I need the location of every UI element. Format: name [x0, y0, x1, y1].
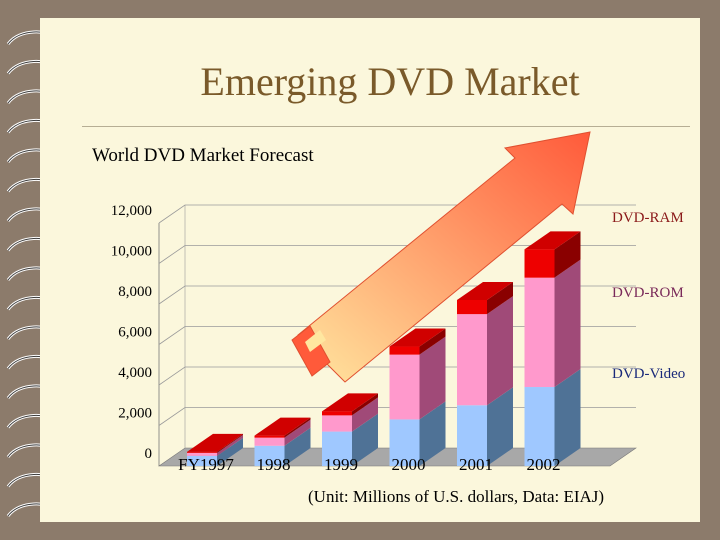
bar-segment [524, 259, 581, 388]
bar-segment [322, 397, 378, 432]
x-tick-label: FY1997 [178, 455, 234, 474]
legend-label: DVD-RAM [612, 210, 684, 226]
y-tick-label: 10,000 [111, 244, 152, 260]
bar-segment [389, 401, 446, 466]
bar-segment [389, 336, 446, 420]
bar-segment [457, 387, 513, 466]
bar-segment [187, 437, 243, 466]
y-tick-label: 8,000 [118, 284, 152, 300]
slide-title: Emerging DVD Market [200, 59, 580, 104]
bar-segment [254, 417, 311, 438]
x-tick-label: 2001 [459, 455, 493, 474]
bar-segment [254, 419, 311, 446]
bar-segment [457, 281, 513, 315]
unit-source-note: (Unit: Millions of U.S. dollars, Data: E… [308, 487, 605, 506]
x-tick-label: 1998 [257, 455, 291, 474]
y-tick-label: 0 [145, 446, 153, 462]
y-tick-label: 6,000 [118, 325, 152, 341]
x-tick-label: 2000 [392, 455, 426, 474]
bar-segment [524, 231, 581, 278]
legend-label: DVD-Video [612, 366, 685, 382]
growth-arrow [291, 131, 591, 383]
x-tick-label: 2002 [527, 455, 561, 474]
x-tick-label: 1999 [324, 455, 358, 474]
bar-segment [187, 433, 243, 453]
bar-segment [322, 413, 378, 466]
bar-segment [389, 328, 446, 355]
y-tick-label: 2,000 [118, 406, 152, 422]
bar-segment [524, 369, 581, 466]
bar-segment [254, 427, 311, 466]
gridline [158, 204, 636, 224]
bar-segment [322, 393, 378, 416]
chart-subtitle: World DVD Market Forecast [92, 145, 314, 166]
y-tick-label: 4,000 [118, 365, 152, 381]
legend-label: DVD-ROM [612, 285, 684, 301]
bar-segment [457, 296, 513, 406]
title-divider [82, 126, 690, 127]
y-tick-label: 12,000 [111, 203, 152, 219]
bar-segment [187, 434, 243, 456]
